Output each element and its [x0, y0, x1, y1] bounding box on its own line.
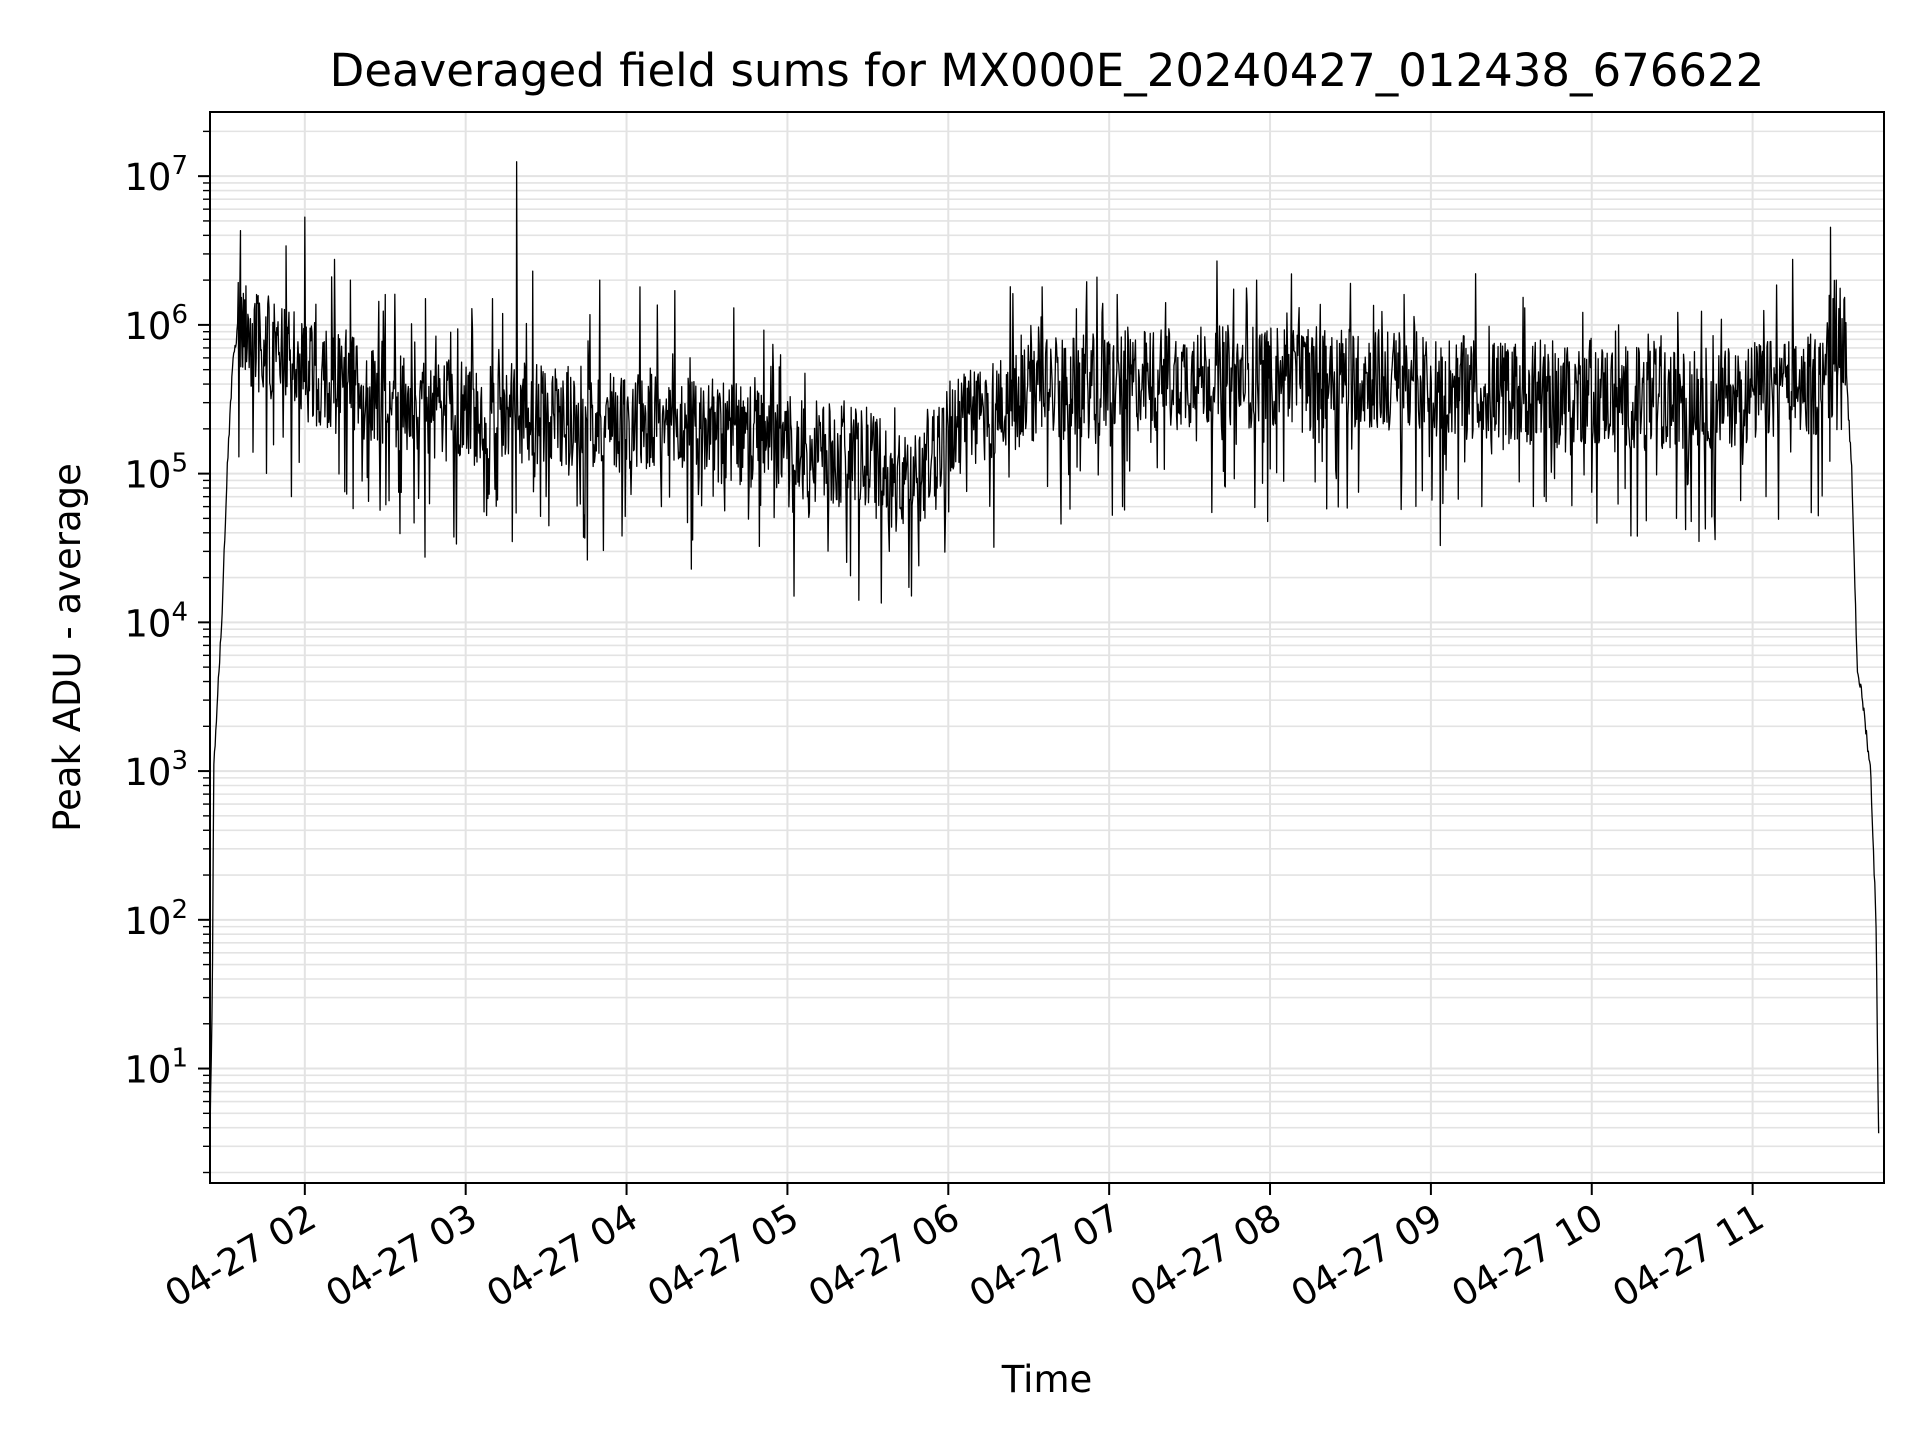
y-tick-label: 107: [124, 151, 188, 199]
x-axis-label: Time: [1001, 1358, 1093, 1401]
series-layer: [209, 161, 1880, 1137]
y-axis-label: Peak ADU - average: [46, 463, 89, 832]
y-tick-label: 106: [124, 300, 188, 348]
y-tick-label: 103: [124, 746, 188, 794]
plot-frame: [209, 111, 1885, 1184]
y-tick-label: 104: [124, 597, 188, 645]
y-tick-label: 101: [124, 1044, 188, 1092]
y-axis: 101 102 103 104 105 106 107: [124, 130, 210, 1174]
y-tick-label: 105: [124, 449, 188, 497]
series-line: [209, 161, 1880, 1137]
y-tick-label: 102: [124, 895, 188, 943]
chart-title: Deaveraged field sums for MX000E_2024042…: [330, 44, 1765, 97]
